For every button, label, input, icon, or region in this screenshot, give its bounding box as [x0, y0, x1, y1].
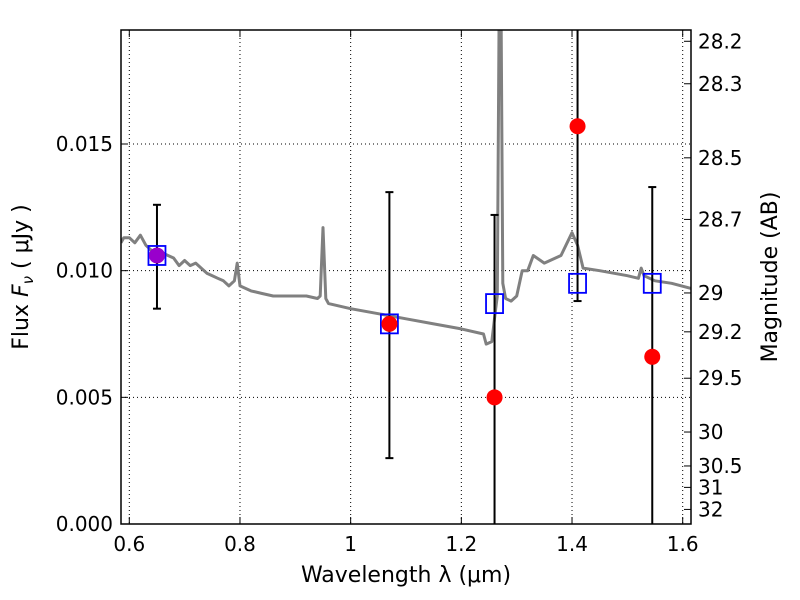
y-axis-label-symbol: F: [9, 284, 34, 297]
x-tick-label: 1: [344, 532, 357, 556]
model-photometry-square: [147, 245, 167, 266]
observed-point: [569, 118, 586, 135]
y-axis-label: Flux Fν ( μJy ): [9, 204, 37, 349]
x-tick-label: 0.6: [113, 532, 145, 556]
y-axis-label-unit: ( μJy ): [9, 204, 34, 276]
y2-tick-label: 30: [698, 420, 723, 444]
y2-tick-label: 29: [698, 281, 723, 305]
y-axis-label-prefix: Flux: [9, 297, 34, 350]
observed-point: [486, 389, 503, 406]
y2-tick-label: 28.2: [698, 29, 743, 53]
y-tick-label: 0.000: [56, 512, 113, 536]
y2-tick-label: 29.2: [698, 320, 743, 344]
x-tick-label: 1.2: [445, 532, 477, 556]
errorbar-layer: [152, 30, 657, 524]
x-axis-ticks: 0.6 0.8 1 1.2 1.4 1.6: [113, 30, 699, 556]
model-spectrum-line: [121, 30, 691, 346]
y-tick-label: 0.005: [56, 385, 113, 409]
model-photometry-square: [379, 313, 399, 335]
observed-point: [381, 315, 398, 332]
y-axis-label-subscript: ν: [19, 276, 37, 284]
y2-tick-label: 28.5: [698, 146, 743, 170]
model-spectrum-layer: [121, 30, 691, 346]
y2-tick-label: 29.5: [698, 366, 743, 390]
observed-point: [148, 247, 165, 264]
y2-axis-label: Magnitude (AB): [758, 192, 783, 363]
x-tick-label: 1.6: [667, 532, 699, 556]
model-photometry-square: [642, 272, 662, 294]
y-tick-label: 0.010: [56, 259, 113, 283]
x-tick-label: 0.8: [224, 532, 256, 556]
model-photometry-square: [568, 272, 587, 294]
x-axis-label: Wavelength λ (μm): [301, 563, 511, 588]
y2-tick-label: 28.7: [698, 207, 743, 231]
x-tick-label: 1.4: [556, 532, 588, 556]
y2-tick-label: 30.5: [698, 454, 743, 478]
grid: [121, 30, 691, 525]
observed-point: [644, 348, 661, 365]
y2-tick-label: 32: [698, 497, 723, 521]
model-photometry-layer: [147, 245, 662, 335]
y-axis-ticks: 0.000 0.005 0.010 0.015: [56, 132, 128, 536]
model-photometry-square: [485, 293, 504, 315]
observed-points-layer: [148, 118, 661, 406]
y2-tick-label: 28.3: [698, 72, 743, 96]
y2-tick-label: 31: [698, 475, 723, 499]
y-tick-label: 0.015: [56, 132, 113, 156]
plot-frame: [120, 29, 692, 525]
